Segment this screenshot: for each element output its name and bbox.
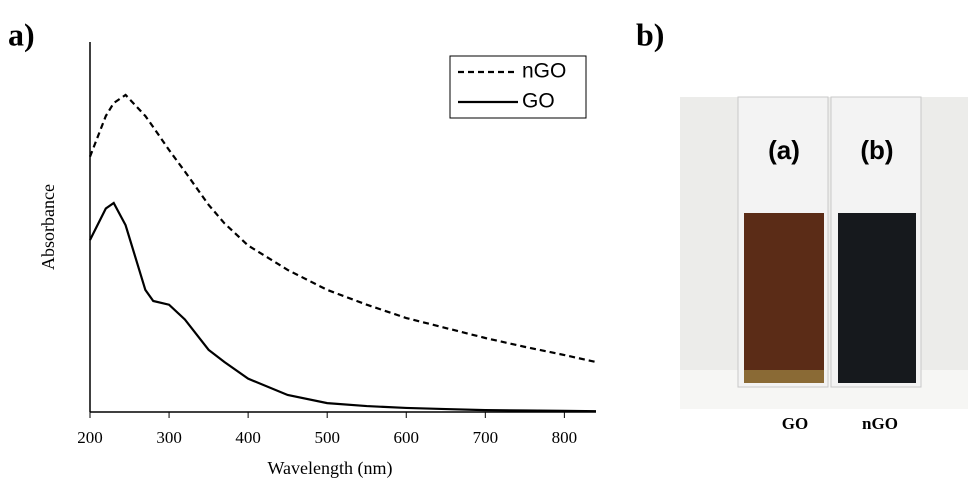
y-axis-label: Absorbance xyxy=(38,184,58,270)
photo xyxy=(680,96,968,409)
liquid-go xyxy=(744,213,824,383)
x-tick-label: 300 xyxy=(156,428,182,447)
x-tick-label: 600 xyxy=(394,428,420,447)
liquid-ngo xyxy=(838,213,916,383)
legend-label: GO xyxy=(522,90,555,113)
legend-box xyxy=(449,55,587,119)
x-tick-label: 500 xyxy=(314,428,340,447)
x-tick-label: 400 xyxy=(235,428,261,447)
x-axis-label: Wavelength (nm) xyxy=(267,458,392,479)
vial-label: (a) xyxy=(768,135,800,165)
vial-label: (b) xyxy=(860,135,893,165)
caption: GO xyxy=(782,414,808,433)
panel-label: b) xyxy=(636,16,664,52)
x-tick-label: 200 xyxy=(77,428,103,447)
legend-label: nGO xyxy=(522,60,566,83)
line-series xyxy=(89,201,597,413)
x-tick-label: 800 xyxy=(552,428,578,447)
x-tick-label: 700 xyxy=(473,428,499,447)
caption: nGO xyxy=(862,414,898,433)
sediment xyxy=(744,370,824,383)
line-series xyxy=(88,93,597,364)
panel-label: a) xyxy=(8,16,35,52)
